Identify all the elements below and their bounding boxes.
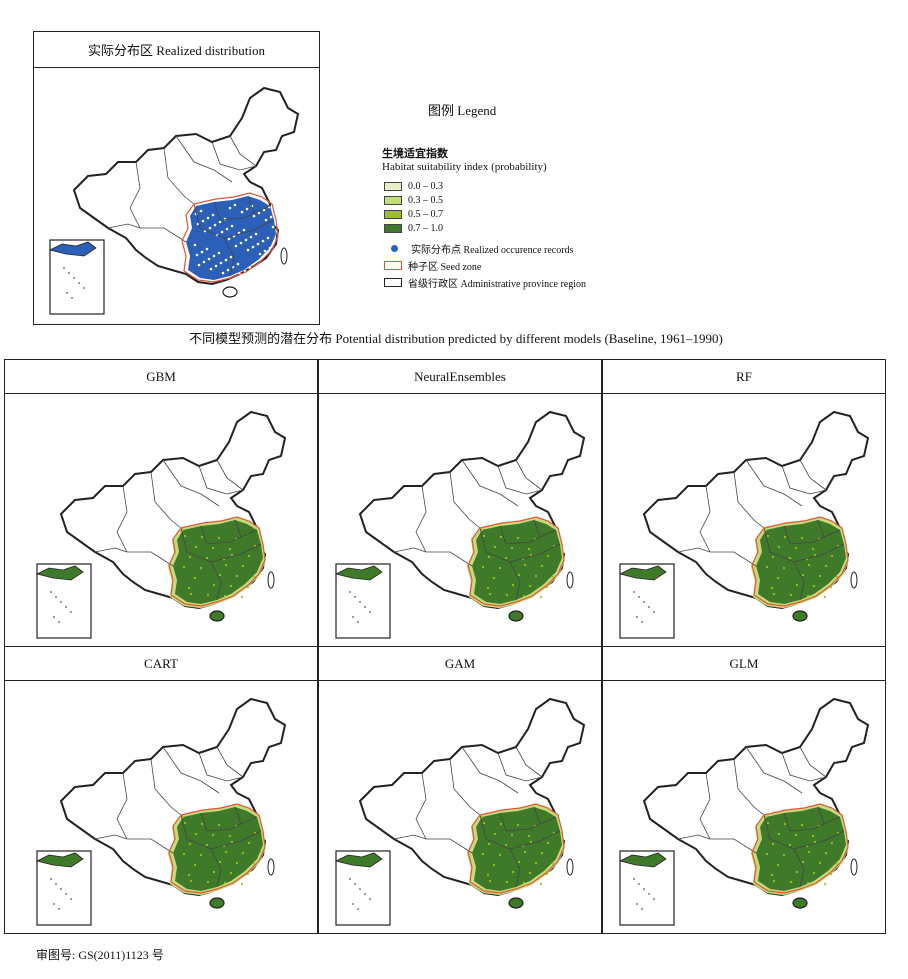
seed-zone-outline <box>751 516 849 607</box>
model-title-box <box>318 646 602 681</box>
model-map <box>618 697 870 926</box>
seed-zone-outline <box>168 516 266 607</box>
legend-heading-en: Habitat suitability index (probability) <box>382 161 547 173</box>
legend-admin-label: 省级行政区 Administrative province region <box>408 278 587 290</box>
south-china-sea-inset <box>35 850 92 926</box>
south-china-sea-inset <box>618 563 675 639</box>
realized-title-box <box>33 31 320 68</box>
suitability-high-zone <box>173 807 263 891</box>
model-map <box>35 697 287 926</box>
south-china-sea-inset <box>334 563 391 639</box>
south-china-sea-inset <box>48 239 105 315</box>
model-map <box>334 410 586 639</box>
model-title: GBM <box>146 369 176 384</box>
seed-zone-outline <box>467 516 565 607</box>
legend-class-label: 0.5 – 0.7 <box>408 208 443 220</box>
model-map <box>618 410 870 639</box>
model-title: RF <box>736 369 752 384</box>
south-china-sea-inset <box>334 850 391 926</box>
section-title: 不同模型预测的潜在分布 Potential distribution predi… <box>189 331 723 346</box>
model-map <box>334 697 586 926</box>
admin-swatch <box>384 277 402 287</box>
seed-zone-outline <box>181 192 279 283</box>
model-title: GLM <box>729 656 759 671</box>
legend-heading-cn: 生境适宜指数 <box>382 148 448 160</box>
suitability-high-zone <box>472 807 562 891</box>
record-dot-icon <box>391 244 398 252</box>
legend: 图例 Legend 生境适宜指数 Habitat suitability ind… <box>382 100 712 290</box>
realized-title: 实际分布区 Realized distribution <box>88 43 265 58</box>
model-title: GAM <box>444 656 476 671</box>
seed-zone-outline <box>168 803 266 894</box>
legend-class: 0.0 – 0.3 <box>384 179 712 193</box>
legend-class-label: 0.7 – 1.0 <box>408 222 443 234</box>
legend-class: 0.7 – 1.0 <box>384 221 712 235</box>
suitability-high-zone <box>756 520 846 604</box>
south-china-sea-inset <box>35 563 92 639</box>
legend-records: 实际分布点 Realized occurence records <box>384 241 712 256</box>
model-title-box <box>602 646 886 681</box>
realized-map <box>48 86 300 315</box>
model-map <box>35 410 287 639</box>
seed-zone-swatch <box>384 260 402 270</box>
suitability-high-zone <box>472 520 562 604</box>
suitability-high-zone <box>173 520 263 604</box>
legend-swatch <box>384 209 402 219</box>
footer-approval-number: 审图号: GS(2011)1123 号 <box>36 948 164 962</box>
model-title: NeuralEnsembles <box>414 369 506 384</box>
legend-title: 图例 Legend <box>428 103 497 118</box>
south-china-sea-inset <box>618 850 675 926</box>
legend-records-label: 实际分布点 Realized occurence records <box>411 244 574 256</box>
legend-seed-label: 种子区 Seed zone <box>408 261 482 273</box>
suitability-high-zone <box>756 807 846 891</box>
legend-swatch <box>384 195 402 205</box>
seed-zone-outline <box>467 803 565 894</box>
legend-admin: 省级行政区 Administrative province region <box>384 275 712 290</box>
legend-seed: 种子区 Seed zone <box>384 258 712 273</box>
legend-swatch <box>384 223 402 233</box>
legend-class-label: 0.3 – 0.5 <box>408 194 443 206</box>
seed-zone-outline <box>751 803 849 894</box>
model-title: CART <box>144 656 178 671</box>
legend-class-label: 0.0 – 0.3 <box>408 180 443 192</box>
legend-class: 0.3 – 0.5 <box>384 193 712 207</box>
legend-class: 0.5 – 0.7 <box>384 207 712 221</box>
legend-swatch <box>384 181 402 191</box>
